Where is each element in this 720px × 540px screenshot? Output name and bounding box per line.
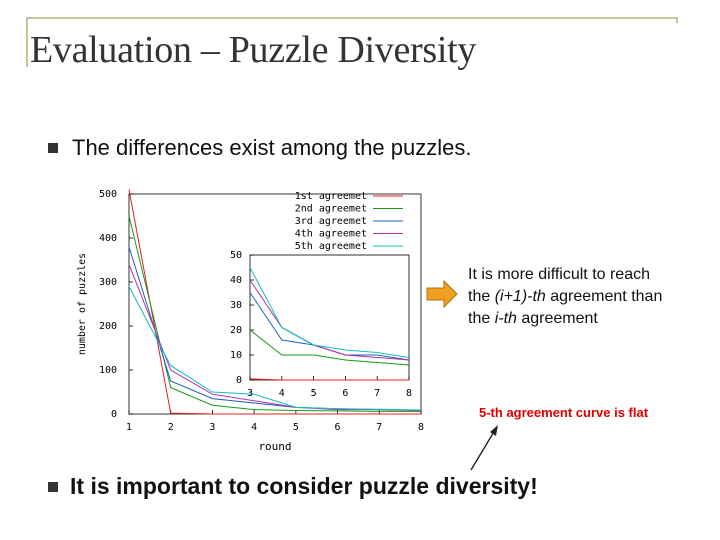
note-text: the	[468, 288, 495, 305]
legend-label-3: 3rd agreemet	[295, 216, 367, 227]
main-x-tick-label: 4	[251, 422, 257, 433]
legend-label-4: 4th agreemet	[295, 229, 367, 240]
inset-x-tick-label: 5	[311, 388, 317, 399]
main-y-tick-label: 500	[99, 189, 117, 200]
note-text: the	[468, 310, 495, 327]
main-x-tick-label: 3	[209, 422, 215, 433]
inset-series-line-2	[249, 329, 410, 366]
title-frame-right	[676, 17, 678, 23]
main-x-tick-label: 1	[126, 422, 132, 433]
inset-series-line-4	[249, 279, 410, 361]
main-y-tick-label: 100	[99, 365, 117, 376]
flat-curve-note: 5-th agreement curve is flat	[479, 405, 649, 420]
bullet-text-1: The differences exist among the puzzles.	[72, 135, 472, 160]
main-y-tick-label: 300	[99, 277, 117, 288]
difficulty-note-line-2: the (i+1)-th agreement than	[468, 286, 662, 308]
note-italic: (i+1)-th	[494, 288, 546, 305]
inset-series-line-5	[249, 267, 410, 358]
slide-title: Evaluation – Puzzle Diversity	[30, 29, 477, 71]
inset-x-tick-label: 8	[406, 388, 412, 399]
note-italic: i-th	[494, 310, 517, 327]
inset-series-line-1	[249, 378, 409, 381]
inset-y-tick-label: 40	[230, 275, 242, 286]
title-frame-top	[26, 17, 678, 19]
legend-label-5: 5th agreemet	[295, 241, 367, 252]
difficulty-note-line-3: the i-th agreement	[468, 308, 662, 330]
main-series-line-2	[128, 215, 421, 412]
inset-x-tick-label: 4	[279, 388, 285, 399]
legend-label-1: 1st agreemet	[295, 191, 367, 202]
pointer-arrow-icon	[470, 425, 498, 471]
inset-y-tick-label: 30	[230, 300, 242, 311]
legend-label-2: 2nd agreemet	[295, 204, 367, 215]
title-frame-left	[26, 17, 28, 67]
main-y-tick-label: 400	[99, 233, 117, 244]
inset-plot-area	[250, 255, 409, 380]
main-series-line-1	[128, 189, 421, 415]
inset-chart: 3 4 5 6 7 8 0 10 20 30 40 50	[230, 250, 412, 399]
inset-y-tick-label: 20	[230, 325, 242, 336]
difficulty-note-line-1: It is more difficult to reach	[468, 266, 650, 283]
inset-y-tick-label: 10	[230, 350, 242, 361]
main-x-tick-label: 2	[168, 422, 174, 433]
main-x-tick-label: 8	[418, 422, 424, 433]
inset-x-tick-label: 3	[247, 388, 253, 399]
main-x-tick-label: 6	[335, 422, 341, 433]
inset-x-tick-label: 7	[374, 388, 380, 399]
main-y-tick-label: 200	[99, 321, 117, 332]
bullet-square-icon	[48, 143, 58, 153]
main-y-tick-label: 0	[111, 409, 117, 420]
main-x-tick-label: 7	[376, 422, 382, 433]
note-text: agreement	[516, 310, 598, 327]
difficulty-note: It is more difficult to reach the (i+1)-…	[468, 264, 662, 330]
inset-x-tick-label: 6	[342, 388, 348, 399]
main-series-line-5	[128, 286, 422, 411]
inset-y-tick-label: 0	[236, 375, 242, 386]
right-arrow-icon	[426, 280, 458, 308]
note-text: agreement than	[545, 288, 663, 305]
inset-y-tick-label: 50	[230, 250, 242, 261]
y-axis-label: number of puzzles	[77, 253, 88, 355]
bullet-text-2: It is important to consider puzzle diver…	[70, 473, 538, 499]
bullet-square-icon	[48, 482, 58, 492]
x-axis-label: round	[258, 440, 291, 453]
main-x-tick-label: 5	[293, 422, 299, 433]
